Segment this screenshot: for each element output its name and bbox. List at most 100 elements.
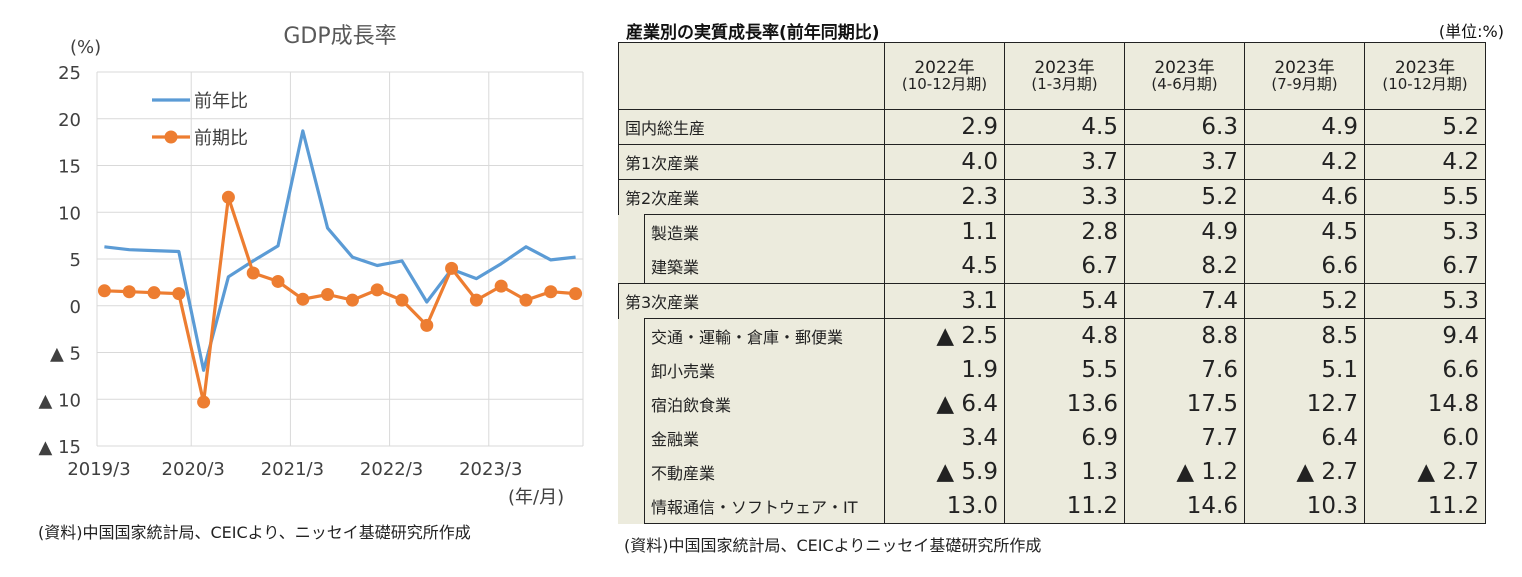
data-point (296, 292, 310, 306)
chart-title: GDP成長率 (283, 24, 397, 49)
table-cell: 13.0 (884, 489, 1005, 524)
row-label: 第1次産業 (618, 144, 885, 180)
table-cell: 6.6 (1364, 353, 1486, 387)
table-cell: 6.4 (1244, 421, 1365, 455)
y-tick-label: ▲ 15 (39, 437, 81, 458)
table-row: 建築業 4.5 6.7 8.2 6.6 6.7 (618, 249, 1486, 284)
y-tick-label: ▲ 5 (50, 344, 81, 365)
table-cell: 8.8 (1124, 318, 1245, 353)
data-point (445, 261, 459, 275)
legend-marker (164, 130, 178, 144)
table-cell: 4.5 (884, 249, 1005, 284)
data-point (345, 293, 359, 307)
row-label: 卸小売業 (644, 353, 885, 387)
gdp-chart-panel: GDP成長率 25 20 15 10 5 0 ▲ 5 ▲ 10 ▲ 15 2019/3 2020/3… (0, 0, 600, 577)
table-cell: 2.9 (884, 109, 1005, 145)
table-row: 国内総生産 2.9 4.5 6.3 4.9 5.2 (618, 109, 1486, 145)
data-point (395, 293, 409, 307)
x-tick-label: 2019/3 (67, 459, 130, 480)
data-point (197, 395, 211, 409)
row-label: 第2次産業 (618, 179, 885, 215)
legend-label-2: 前期比 (194, 128, 248, 149)
table-cell: 11.2 (1004, 489, 1125, 524)
table-cell: 1.9 (884, 353, 1005, 387)
data-point (97, 284, 111, 298)
table-cell: 7.6 (1124, 353, 1245, 387)
table-cell: 8.5 (1244, 318, 1365, 353)
header-corner-cell (618, 42, 885, 110)
table-cell: 5.2 (1364, 109, 1486, 145)
table-cell: 1.1 (884, 214, 1005, 249)
table-cell: ▲ 1.2 (1124, 455, 1245, 489)
column-header: 2023年 (4-6月期) (1124, 42, 1245, 110)
table-cell: 3.7 (1124, 144, 1245, 180)
table-cell: 6.6 (1244, 249, 1365, 284)
industry-table-panel: 産業別の実質成長率(前年同期比) (単位:%) 2022年 (10-12月期) 2… (618, 0, 1522, 577)
table-cell: 12.7 (1244, 387, 1365, 421)
column-header: 2023年 (10-12月期) (1364, 42, 1486, 110)
table-cell: 4.5 (1244, 214, 1365, 249)
row-label: 不動産業 (644, 455, 885, 489)
table-cell: 14.8 (1364, 387, 1486, 421)
series-line-2 (104, 195, 576, 404)
table-cell: 6.9 (1004, 421, 1125, 455)
column-header: 2022年 (10-12月期) (884, 42, 1005, 110)
row-label: 建築業 (644, 249, 885, 284)
row-label: 情報通信・ソフトウェア・IT (644, 489, 885, 524)
x-tick-label: 2023/3 (459, 459, 522, 480)
table-cell: 14.6 (1124, 489, 1245, 524)
table-row: 第3次産業 3.1 5.4 7.4 5.2 5.3 (618, 283, 1486, 319)
table-source-note: (資料)中国国家統計局、CEICよりニッセイ基礎研究所作成 (624, 536, 1042, 555)
column-header: 2023年 (7-9月期) (1244, 42, 1365, 110)
data-point (519, 293, 533, 307)
table-cell: 4.9 (1124, 214, 1245, 249)
y-tick-label: 20 (58, 110, 81, 131)
data-point (420, 318, 434, 332)
table-cell: 4.2 (1364, 144, 1486, 180)
table-cell: 4.0 (884, 144, 1005, 180)
table-row: 不動産業 ▲ 5.9 1.3 ▲ 1.2 ▲ 2.7 ▲ 2.7 (619, 455, 1486, 489)
data-point (544, 285, 558, 299)
table-row: 卸小売業 1.9 5.5 7.6 5.1 6.6 (619, 353, 1486, 387)
table-cell: 5.5 (1364, 179, 1486, 215)
table-cell: 7.7 (1124, 421, 1245, 455)
table-header-row: 2022年 (10-12月期) 2023年 (1-3月期) 2023年 (4-6月期)… (618, 42, 1486, 110)
row-label: 製造業 (644, 214, 885, 249)
y-tick-label: 25 (58, 63, 81, 84)
table-cell: 3.1 (884, 283, 1005, 319)
table-cell: 7.4 (1124, 283, 1245, 319)
data-point (172, 287, 186, 301)
table-cell: 5.2 (1244, 283, 1365, 319)
table-cell: 5.1 (1244, 353, 1365, 387)
data-point (469, 293, 483, 307)
y-tick-label: 5 (70, 250, 81, 271)
row-label: 第3次産業 (618, 283, 885, 319)
data-point (147, 286, 161, 300)
table-cell: 4.5 (1004, 109, 1125, 145)
table-cell: 6.7 (1364, 249, 1486, 284)
table-unit: (単位:%) (1438, 22, 1504, 41)
table-cell: 4.8 (1004, 318, 1125, 353)
table-cell: 1.3 (1004, 455, 1125, 489)
table-cell: 3.4 (884, 421, 1005, 455)
table-cell: 5.5 (1004, 353, 1125, 387)
table-cell: 2.8 (1004, 214, 1125, 249)
row-label: 金融業 (644, 421, 885, 455)
table-row: 情報通信・ソフトウェア・IT 13.0 11.2 14.6 10.3 11.2 (619, 489, 1486, 524)
data-point (569, 287, 583, 301)
table-cell: 13.6 (1004, 387, 1125, 421)
y-tick-label: 15 (58, 157, 81, 178)
table-cell: 3.7 (1004, 144, 1125, 180)
data-point (246, 266, 260, 280)
table-cell: 8.2 (1124, 249, 1245, 284)
x-tick-label: 2022/3 (360, 459, 423, 480)
table-row: 製造業 1.1 2.8 4.9 4.5 5.3 (618, 214, 1486, 249)
table-cell: 5.2 (1124, 179, 1245, 215)
data-point (494, 279, 508, 293)
legend-label-1: 前年比 (194, 91, 248, 112)
row-label: 国内総生産 (618, 109, 885, 145)
table-row: 第2次産業 2.3 3.3 5.2 4.6 5.5 (618, 179, 1486, 215)
table-row: 宿泊飲食業 ▲ 6.4 13.6 17.5 12.7 14.8 (619, 387, 1486, 421)
chart-source-note: (資料)中国国家統計局、CEICより、ニッセイ基礎研究所作成 (38, 523, 471, 542)
